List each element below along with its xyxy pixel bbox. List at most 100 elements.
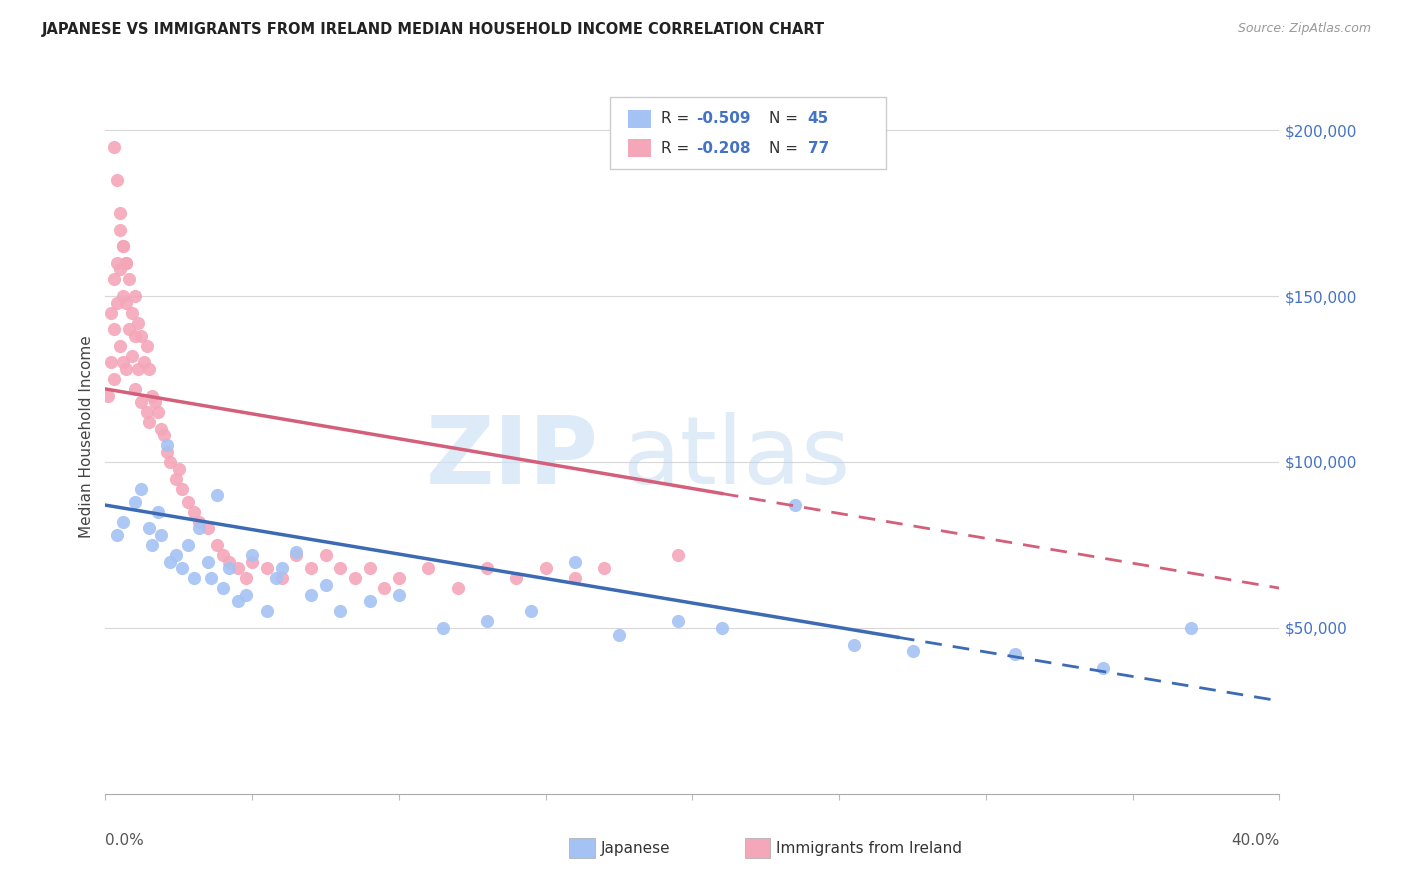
- Text: N =: N =: [769, 112, 803, 127]
- Point: [205, 538, 228, 552]
- Point: [121, 305, 143, 319]
- Point: [197, 555, 219, 569]
- FancyBboxPatch shape: [628, 110, 651, 128]
- Point: [148, 505, 170, 519]
- Point: [666, 615, 689, 629]
- Point: [150, 422, 173, 436]
- Point: [188, 515, 211, 529]
- Point: [150, 528, 173, 542]
- Point: [226, 561, 249, 575]
- Point: [475, 615, 498, 629]
- Text: ZIP: ZIP: [426, 412, 599, 505]
- Point: [108, 222, 131, 236]
- Point: [211, 581, 233, 595]
- Point: [211, 548, 233, 562]
- Text: 0.0%: 0.0%: [105, 833, 145, 848]
- Point: [138, 362, 160, 376]
- Point: [329, 561, 352, 575]
- Point: [299, 588, 322, 602]
- Point: [148, 405, 170, 419]
- Point: [138, 415, 160, 429]
- Point: [315, 548, 337, 562]
- Text: R =: R =: [661, 141, 695, 155]
- Point: [165, 548, 187, 562]
- Point: [183, 505, 205, 519]
- Point: [103, 372, 125, 386]
- Point: [264, 571, 287, 585]
- Point: [103, 272, 125, 286]
- Point: [112, 515, 135, 529]
- Point: [153, 428, 176, 442]
- Point: [156, 445, 179, 459]
- Point: [176, 538, 198, 552]
- Point: [97, 388, 120, 402]
- Y-axis label: Median Household Income: Median Household Income: [79, 335, 94, 539]
- Point: [564, 555, 586, 569]
- Point: [270, 561, 292, 575]
- Point: [108, 206, 131, 220]
- Point: [188, 521, 211, 535]
- Point: [299, 561, 322, 575]
- Point: [235, 571, 257, 585]
- Point: [156, 438, 179, 452]
- Point: [1092, 661, 1115, 675]
- Point: [141, 538, 163, 552]
- Point: [240, 548, 263, 562]
- Point: [197, 521, 219, 535]
- Point: [118, 322, 141, 336]
- Point: [100, 305, 122, 319]
- Point: [183, 571, 205, 585]
- Point: [112, 289, 135, 303]
- Point: [388, 571, 411, 585]
- Point: [200, 571, 222, 585]
- Point: [159, 455, 181, 469]
- Point: [135, 405, 157, 419]
- Text: 77: 77: [807, 141, 828, 155]
- Point: [129, 395, 152, 409]
- Point: [124, 289, 146, 303]
- Point: [103, 139, 125, 153]
- Point: [129, 329, 152, 343]
- FancyBboxPatch shape: [610, 96, 886, 169]
- Point: [112, 355, 135, 369]
- Point: [534, 561, 557, 575]
- Point: [666, 548, 689, 562]
- Point: [285, 548, 308, 562]
- Point: [785, 498, 807, 512]
- Point: [143, 395, 166, 409]
- Point: [105, 256, 128, 270]
- Point: [842, 638, 865, 652]
- Point: [100, 355, 122, 369]
- Point: [105, 173, 128, 187]
- Point: [218, 555, 240, 569]
- Point: [418, 561, 440, 575]
- Point: [108, 339, 131, 353]
- Text: -0.208: -0.208: [696, 141, 751, 155]
- Point: [129, 482, 152, 496]
- Point: [446, 581, 468, 595]
- Point: [1180, 621, 1202, 635]
- Point: [115, 295, 138, 310]
- Point: [141, 388, 163, 402]
- Point: [315, 578, 337, 592]
- Point: [127, 362, 149, 376]
- Text: 40.0%: 40.0%: [1232, 833, 1279, 848]
- Point: [1004, 648, 1026, 662]
- Point: [112, 239, 135, 253]
- Point: [124, 382, 146, 396]
- Point: [103, 322, 125, 336]
- Point: [343, 571, 366, 585]
- Point: [520, 604, 543, 618]
- Point: [112, 239, 135, 253]
- Point: [901, 644, 924, 658]
- Point: [607, 627, 630, 641]
- Point: [165, 472, 187, 486]
- Point: [226, 594, 249, 608]
- Point: [105, 528, 128, 542]
- Point: [132, 355, 155, 369]
- Point: [159, 555, 181, 569]
- Point: [127, 316, 149, 330]
- Point: [373, 581, 395, 595]
- Point: [115, 256, 138, 270]
- Text: 45: 45: [807, 112, 828, 127]
